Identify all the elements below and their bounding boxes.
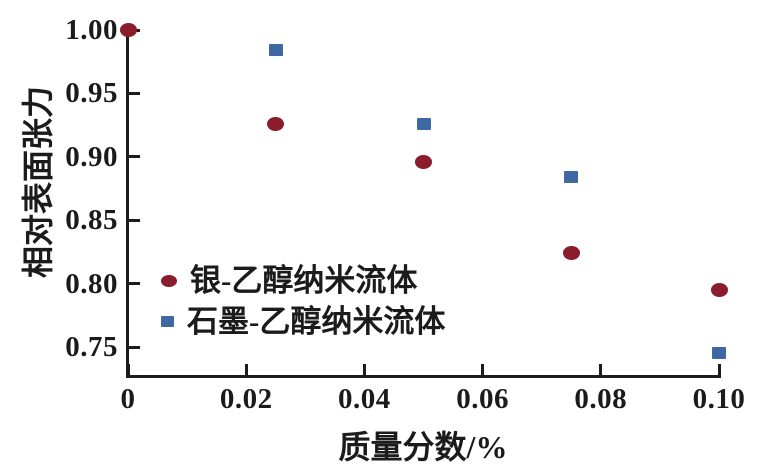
x-tick [244, 364, 248, 375]
x-tick-label: 0.10 [692, 383, 746, 415]
legend-item: 银-乙醇纳米流体 [161, 260, 445, 301]
y-tick [129, 282, 140, 286]
y-tick [129, 345, 140, 349]
y-tick-label: 0.75 [65, 331, 118, 363]
legend-label: 石墨-乙醇纳米流体 [187, 304, 446, 339]
data-point-square [268, 44, 283, 57]
y-tick-label: 0.90 [65, 140, 118, 173]
y-tick [129, 91, 140, 95]
y-axis-title: 相对表面张力 [20, 85, 56, 279]
x-tick-label: 0 [120, 383, 136, 415]
legend: 银-乙醇纳米流体 石墨-乙醇纳米流体 [161, 260, 445, 342]
y-tick [129, 218, 140, 222]
x-tick-label: 0.06 [456, 383, 509, 415]
data-point-square [712, 347, 726, 360]
y-axis-line [126, 28, 129, 378]
data-point-circle [119, 23, 137, 37]
y-tick-label: 0.85 [65, 204, 118, 237]
x-axis-line [126, 375, 721, 378]
x-tick [126, 364, 130, 375]
x-tick [362, 364, 366, 375]
x-tick [481, 364, 485, 375]
data-point-circle [415, 154, 432, 169]
data-point-square [416, 117, 431, 130]
x-tick-label: 0.08 [574, 383, 628, 415]
y-tick [129, 155, 140, 159]
y-tick-label: 0.95 [65, 77, 118, 110]
data-point-circle [562, 246, 580, 261]
x-axis-title: 质量分数/% [338, 429, 508, 465]
x-tick-label: 0.04 [338, 383, 391, 415]
legend-circle-marker [161, 274, 177, 287]
x-tick [599, 364, 603, 375]
data-point-square [564, 171, 579, 184]
x-tick [717, 364, 721, 375]
y-tick-label: 0.80 [65, 267, 118, 300]
data-point-circle [710, 282, 728, 297]
x-tick-label: 0.02 [219, 383, 273, 415]
legend-label: 银-乙醇纳米流体 [190, 263, 418, 298]
legend-square-marker [161, 316, 174, 327]
legend-item: 石墨-乙醇纳米流体 [161, 301, 445, 342]
data-point-circle [267, 116, 285, 131]
y-tick-label: 1.00 [65, 14, 118, 46]
